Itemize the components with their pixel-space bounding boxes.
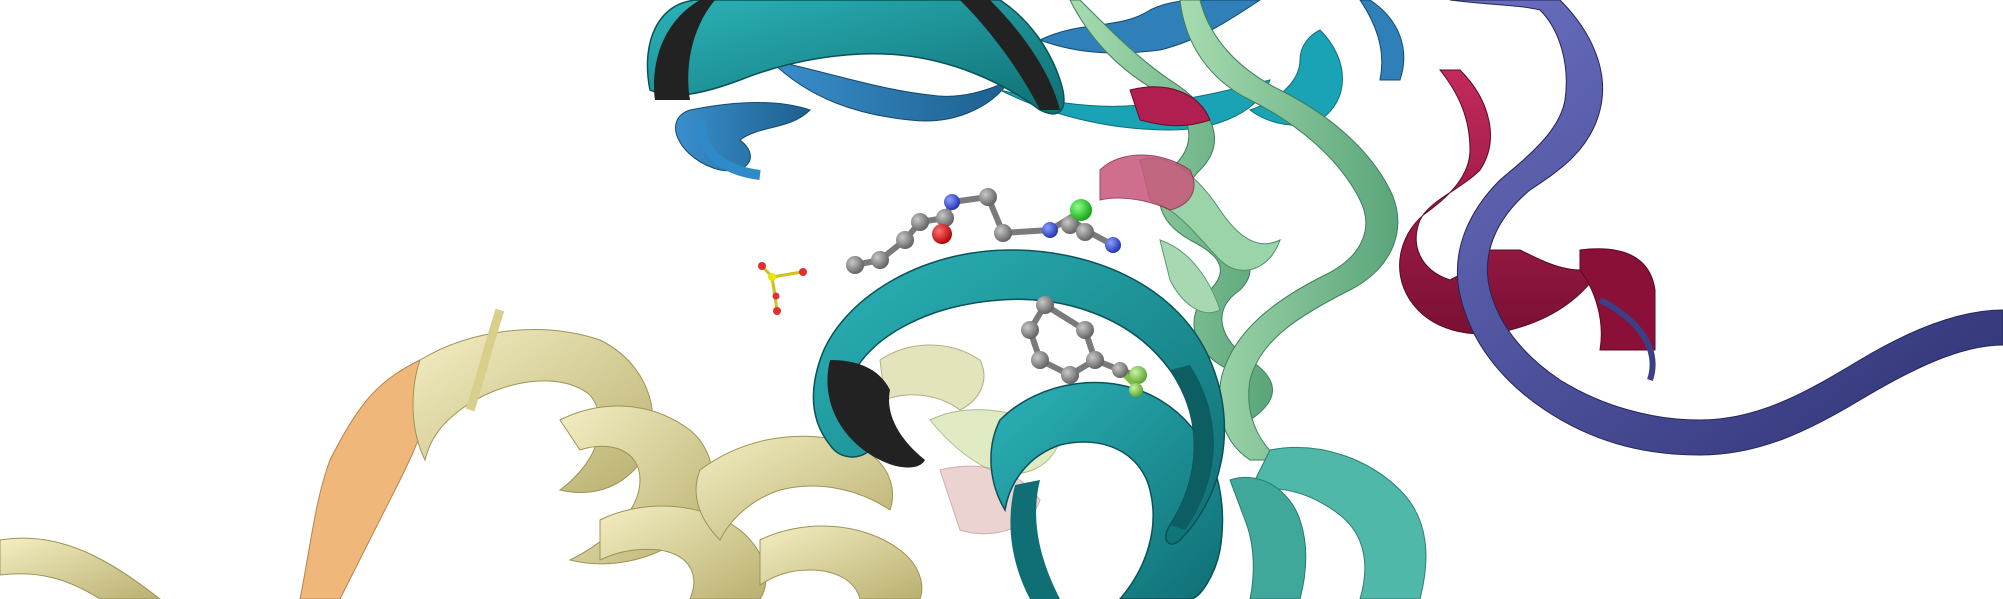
fluorine-atom: [1129, 383, 1143, 397]
fluorine-atom: [1129, 366, 1147, 384]
carbon-atom: [1086, 351, 1104, 369]
carbon-atom: [1031, 351, 1049, 369]
nitrogen-atom: [1042, 222, 1058, 238]
carbon-atom: [896, 231, 914, 249]
carbon-atom: [1076, 223, 1094, 241]
chlorine-atom: [1070, 199, 1092, 221]
carbon-atom: [1036, 296, 1054, 314]
indigo-strand: [1450, 0, 2003, 455]
oxygen-atom: [758, 262, 766, 270]
carbon-atom: [936, 209, 954, 227]
oxygen-atom: [773, 293, 780, 300]
carbon-atom: [979, 188, 997, 206]
oxygen-atom: [932, 224, 952, 244]
nitrogen-atom: [944, 194, 960, 210]
carbon-atom: [1112, 362, 1128, 378]
carbon-atom: [1021, 321, 1039, 339]
carbon-atom: [911, 213, 929, 231]
carbon-atom: [994, 224, 1012, 242]
oxygen-atom: [799, 268, 807, 276]
sulfate-ion: [758, 262, 807, 315]
carbon-atom: [846, 256, 864, 274]
carbon-atom: [1061, 366, 1079, 384]
sulfur-atom: [768, 273, 776, 281]
carbon-atom: [871, 251, 889, 269]
carbon-atom: [1076, 321, 1094, 339]
oxygen-atom: [773, 307, 781, 315]
nitrogen-atom: [1105, 237, 1121, 253]
